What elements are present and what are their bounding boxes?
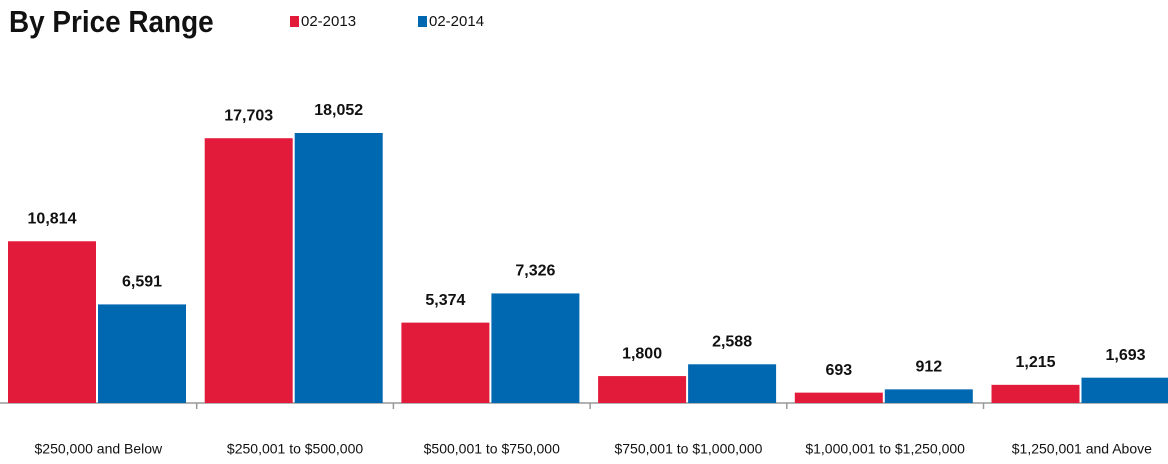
- x-tick-label: $1,000,001 to $1,250,000: [805, 441, 965, 457]
- bar: [884, 389, 973, 403]
- data-label: 693: [825, 362, 852, 379]
- bar: [991, 384, 1080, 403]
- bar: [294, 133, 383, 403]
- bar: [8, 241, 96, 403]
- bar: [401, 322, 490, 403]
- data-label: 18,052: [314, 102, 363, 119]
- x-tick-label: $750,001 to $1,000,000: [614, 441, 762, 457]
- bar: [598, 376, 687, 403]
- legend-label: 02-2014: [429, 13, 484, 30]
- legend-swatch: [290, 16, 299, 27]
- x-tick-label: $1,250,001 and Above: [1012, 441, 1152, 457]
- chart-title: By Price Range: [9, 5, 214, 40]
- data-label: 17,703: [224, 107, 273, 124]
- x-tick-label: $250,001 to $500,000: [227, 441, 363, 457]
- data-label: 6,591: [122, 274, 162, 291]
- data-label: 912: [915, 359, 942, 376]
- data-label: 10,814: [28, 210, 77, 227]
- data-label: 5,374: [425, 292, 465, 309]
- data-label: 1,800: [622, 345, 662, 362]
- bar: [688, 364, 777, 403]
- data-label: 1,693: [1105, 347, 1145, 364]
- bar: [98, 304, 186, 403]
- legend-label: 02-2013: [301, 13, 356, 30]
- data-label: 2,588: [712, 334, 752, 351]
- data-label: 1,215: [1015, 354, 1055, 371]
- data-label: 7,326: [515, 263, 555, 280]
- bar: [1081, 377, 1168, 403]
- bar: [794, 392, 883, 403]
- x-tick-label: $250,000 and Below: [35, 441, 164, 457]
- bar: [204, 138, 293, 404]
- legend-swatch: [418, 16, 427, 27]
- bar: [491, 293, 580, 403]
- x-tick-label: $500,001 to $750,000: [424, 441, 560, 457]
